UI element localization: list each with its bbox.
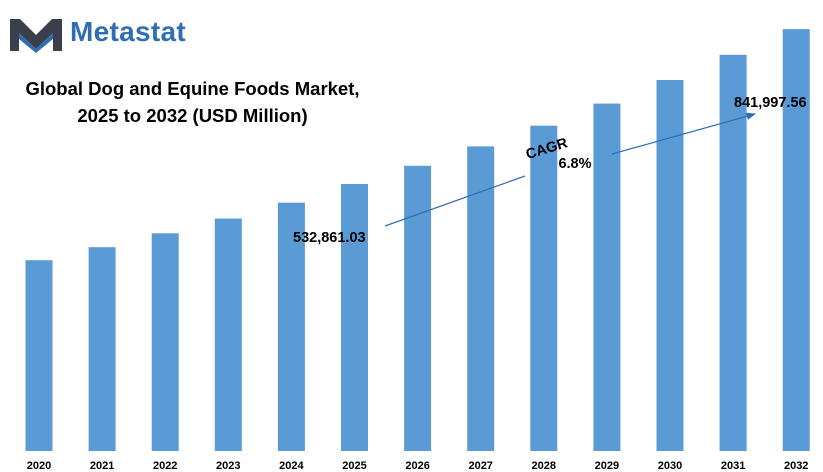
bar-2021 bbox=[88, 247, 116, 451]
metastat-logo-icon bbox=[10, 19, 62, 53]
bar-2029 bbox=[593, 103, 621, 451]
bar-2028 bbox=[530, 125, 558, 451]
chart-title: Global Dog and Equine Foods Market, 2025… bbox=[0, 75, 385, 129]
bar-2025 bbox=[341, 184, 368, 451]
chart-title-line-1: Global Dog and Equine Foods Market, bbox=[25, 78, 360, 99]
bar-2027 bbox=[467, 146, 495, 451]
x-tick-label-2023: 2023 bbox=[216, 460, 240, 472]
x-tick-label-2029: 2029 bbox=[595, 460, 619, 472]
x-tick-label-2031: 2031 bbox=[721, 460, 745, 472]
bar-2026 bbox=[404, 165, 432, 452]
x-tick-label-2032: 2032 bbox=[784, 460, 808, 472]
chart-title-line-2: 2025 to 2032 (USD Million) bbox=[77, 105, 308, 126]
bar-2022 bbox=[151, 233, 179, 451]
x-tick-label-2021: 2021 bbox=[90, 460, 114, 472]
brand-name: Metastat bbox=[70, 16, 186, 47]
bar-2030 bbox=[656, 80, 684, 451]
x-tick-label-2025: 2025 bbox=[342, 460, 366, 472]
x-tick-label-2022: 2022 bbox=[153, 460, 177, 472]
bar-2031 bbox=[719, 54, 747, 452]
cagr-arrow-upper bbox=[611, 112, 757, 155]
x-tick-label-2020: 2020 bbox=[27, 460, 51, 472]
start-value-label: 532,861.03 bbox=[293, 230, 366, 246]
end-value-label: 841,997.56 bbox=[734, 95, 807, 111]
x-tick-label-2030: 2030 bbox=[658, 460, 682, 472]
cagr-arrow-lower bbox=[384, 175, 526, 227]
metastat-logo: Metastat bbox=[8, 15, 228, 55]
bar-2023 bbox=[214, 218, 242, 451]
bar-2024 bbox=[277, 202, 305, 451]
x-tick-label-2024: 2024 bbox=[279, 460, 304, 472]
bar-2032 bbox=[782, 29, 810, 451]
x-tick-label-2028: 2028 bbox=[532, 460, 556, 472]
x-tick-label-2026: 2026 bbox=[405, 460, 429, 472]
bar-2020 bbox=[25, 260, 53, 451]
cagr-value: 6.8% bbox=[558, 156, 591, 172]
x-tick-label-2027: 2027 bbox=[468, 460, 492, 472]
